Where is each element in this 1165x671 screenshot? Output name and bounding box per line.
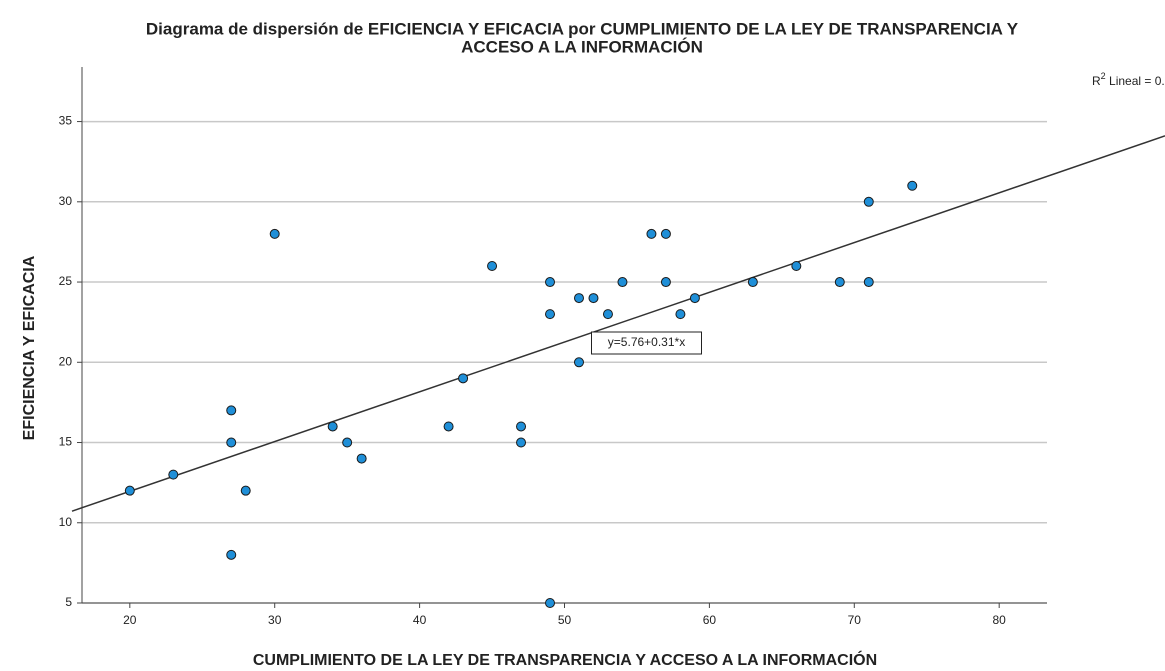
- point: [487, 260, 498, 271]
- point: [863, 196, 874, 207]
- point: [747, 277, 758, 288]
- x-tick-label: 80: [993, 613, 1007, 627]
- point: [356, 453, 367, 464]
- y-tick-label: 35: [59, 114, 73, 128]
- point: [458, 373, 469, 384]
- point: [573, 293, 584, 304]
- point: [545, 309, 556, 320]
- point: [226, 437, 237, 448]
- sup: 2: [1101, 71, 1106, 81]
- x-tick-label: 50: [558, 613, 572, 627]
- x-axis-label: CUMPLIMIENTO DE LA LEY DE TRANSPARENCIA …: [253, 650, 877, 669]
- fit-label: y=5.76+0.31*x: [608, 335, 685, 349]
- fit-line: [71, 135, 1165, 512]
- y-tick-label: 25: [59, 274, 73, 288]
- r: R: [1092, 74, 1101, 88]
- point: [834, 277, 845, 288]
- y-tick-label: 5: [65, 595, 72, 609]
- point: [791, 260, 802, 271]
- x-tick-label: 30: [268, 613, 282, 627]
- r-squared: R2 Lineal = 0.515: [1092, 71, 1165, 88]
- point: [660, 277, 671, 288]
- fit-label-box: [591, 331, 702, 355]
- x-tick-label: 60: [703, 613, 717, 627]
- point: [124, 485, 135, 496]
- x-tick-label: 20: [123, 613, 137, 627]
- point: [545, 598, 556, 608]
- point: [240, 485, 251, 496]
- chart-title: Diagrama de dispersión de EFICIENCIA Y E…: [146, 19, 1019, 38]
- point: [660, 228, 671, 239]
- point: [573, 357, 584, 368]
- point: [226, 405, 237, 416]
- point: [689, 293, 700, 304]
- point: [646, 228, 657, 239]
- point: [602, 309, 613, 320]
- r-text: Lineal = 0.515: [1106, 74, 1165, 88]
- point: [342, 437, 353, 448]
- point: [863, 277, 874, 288]
- point: [545, 277, 556, 288]
- point: [617, 277, 628, 288]
- point: [588, 293, 599, 304]
- x-tick-label: 40: [413, 613, 427, 627]
- point: [516, 421, 527, 432]
- y-tick-label: 15: [59, 435, 73, 449]
- y-tick-label: 30: [59, 194, 73, 208]
- point: [516, 437, 527, 448]
- y-tick-label: 10: [59, 515, 73, 529]
- point: [443, 421, 454, 432]
- point: [168, 469, 179, 480]
- point: [269, 228, 280, 239]
- point: [327, 421, 338, 432]
- point: [226, 549, 237, 560]
- point: [675, 309, 686, 320]
- chart-title: ACCESO A LA INFORMACIÓN: [461, 37, 703, 56]
- x-tick-label: 70: [848, 613, 862, 627]
- y-tick-label: 20: [59, 354, 73, 368]
- y-axis-label: EFICIENCIA Y EFICACIA: [21, 255, 38, 440]
- point: [907, 180, 918, 191]
